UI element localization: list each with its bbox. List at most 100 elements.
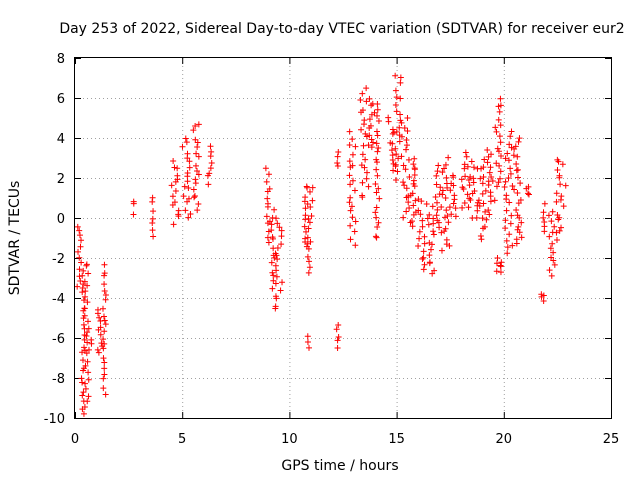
data-point [411, 155, 418, 162]
data-point [373, 204, 380, 211]
data-point [271, 206, 278, 213]
data-point [451, 192, 458, 199]
data-point [349, 162, 356, 169]
data-point [307, 188, 314, 195]
data-point [77, 243, 84, 250]
data-point [82, 362, 89, 369]
data-point [496, 133, 503, 140]
data-point [416, 228, 423, 235]
data-point [547, 245, 554, 252]
data-point [514, 153, 521, 160]
data-point [397, 74, 404, 81]
data-point [409, 223, 416, 230]
data-point [497, 175, 504, 182]
data-point [195, 153, 202, 160]
data-point [101, 287, 108, 294]
data-point [149, 215, 156, 222]
data-point [518, 234, 525, 241]
data-point [351, 187, 358, 194]
data-point [420, 248, 427, 255]
data-point [437, 184, 444, 191]
data-point [352, 242, 359, 249]
data-point [434, 199, 441, 206]
data-point [268, 227, 275, 234]
data-point [401, 182, 408, 189]
data-point [548, 218, 555, 225]
data-point [448, 211, 455, 218]
data-point [502, 217, 509, 224]
data-point [101, 359, 108, 366]
data-point [149, 227, 156, 234]
data-point [548, 254, 555, 261]
data-point [461, 200, 468, 207]
data-point [393, 108, 400, 115]
data-point [362, 156, 369, 163]
data-point [503, 207, 510, 214]
data-point [190, 127, 197, 134]
data-point [334, 153, 341, 160]
data-point [487, 198, 494, 205]
data-point [185, 185, 192, 192]
data-point [79, 285, 86, 292]
data-point [352, 218, 359, 225]
data-point [397, 111, 404, 118]
data-point [77, 278, 84, 285]
data-point [501, 184, 508, 191]
data-point [509, 183, 516, 190]
data-point [392, 72, 399, 79]
data-point [557, 181, 564, 188]
data-point [476, 203, 483, 210]
data-point [305, 245, 312, 252]
data-point [495, 116, 502, 123]
data-point [525, 191, 532, 198]
data-point [307, 204, 314, 211]
data-point [83, 262, 90, 269]
data-point [370, 139, 377, 146]
data-point [304, 253, 311, 260]
data-point [361, 117, 368, 124]
data-point [554, 211, 561, 218]
data-point [486, 169, 493, 176]
data-point [401, 125, 408, 132]
data-point [496, 108, 503, 115]
data-point [445, 154, 452, 161]
data-point [346, 158, 353, 165]
data-point [306, 344, 313, 351]
data-point [538, 291, 545, 298]
data-point [389, 152, 396, 159]
data-point [550, 257, 557, 264]
data-point [477, 232, 484, 239]
data-point [334, 162, 341, 169]
data-point [372, 180, 379, 187]
data-point [373, 112, 380, 119]
data-point [76, 232, 83, 239]
data-point [80, 297, 87, 304]
data-point [419, 223, 426, 230]
data-point [302, 212, 309, 219]
data-point [357, 96, 364, 103]
data-point [301, 223, 308, 230]
data-point [393, 94, 400, 101]
data-point [306, 219, 313, 226]
data-point [439, 169, 446, 176]
data-point [263, 213, 270, 220]
data-point [506, 199, 513, 206]
data-point [84, 358, 91, 365]
data-point [403, 137, 410, 144]
data-point [81, 403, 88, 410]
data-point [517, 180, 524, 187]
data-point [421, 240, 428, 247]
data-point [497, 102, 504, 109]
data-point [373, 128, 380, 135]
data-point [362, 130, 369, 137]
data-point [195, 201, 202, 208]
axis-ticks: -10 -8 -6 -4 -2 0 2 4 6 8 0 5 10 15 20 25 [44, 52, 620, 447]
data-point [174, 172, 181, 179]
data-point [467, 196, 474, 203]
data-point [102, 321, 109, 328]
data-point [78, 375, 85, 382]
data-point [494, 255, 501, 262]
data-point [373, 156, 380, 163]
data-point [376, 195, 383, 202]
data-point [195, 121, 202, 128]
